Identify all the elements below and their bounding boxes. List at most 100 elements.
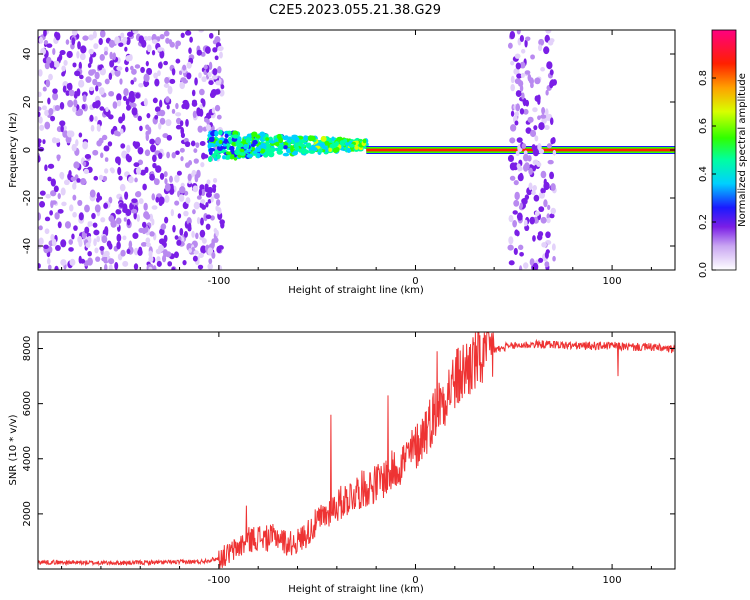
heatmap-noise-cell [38,155,41,163]
heatmap-noise-cell [198,30,205,33]
heatmap-noise-cell [537,143,542,151]
heatmap-noise-cell [523,108,529,115]
heatmap-noise-cell [87,250,92,257]
heatmap-noise-cell [204,185,210,193]
heatmap-noise-cell [108,72,113,81]
heatmap-noise-cell [38,36,44,44]
heatmap-noise-cell [145,242,151,248]
heatmap-noise-cell [550,183,556,191]
heatmap-noise-cell [183,210,189,217]
heatmap-noise-cell [93,43,99,50]
heatmap-noise-cell [545,231,551,239]
heatmap-signal-cell [266,148,272,153]
heatmap-noise-cell [72,194,77,201]
heatmap-noise-cell [39,190,46,196]
heatmap-signal-cell [212,152,217,159]
heatmap-signal-cell [265,137,270,142]
heatmap-noise-cell [532,235,536,242]
heatmap-noise-cell [164,195,170,203]
heatmap-noise-cell [47,264,52,270]
heatmap-noise-cell [199,88,205,96]
heatmap-noise-cell [97,64,103,71]
heatmap-noise-cell [538,38,545,46]
heatmap-noise-cell [214,104,221,112]
heatmap-noise-cell [64,221,72,229]
heatmap-noise-cell [208,258,213,265]
heatmap-noise-cell [182,99,189,105]
heatmap-noise-cell [56,154,61,162]
heatmap-signal-cell [259,131,266,138]
heatmap-noise-cell [62,85,67,93]
heatmap-noise-cell [519,35,524,43]
heatmap-noise-cell [132,232,139,239]
heatmap-signal-cell [225,151,232,155]
heatmap-noise-cell [154,178,160,186]
heatmap-noise-cell [62,129,68,138]
x-tick-label: 100 [603,276,622,287]
heatmap-noise-cell [169,41,175,48]
heatmap-noise-cell [48,108,54,116]
heatmap-noise-cell [544,261,550,268]
heatmap-noise-cell [140,66,145,73]
heatmap-noise-cell [107,141,113,147]
heatmap-noise-cell [43,40,49,45]
heatmap-noise-cell [125,55,132,62]
heatmap-noise-cell [214,193,220,200]
heatmap-noise-cell [78,132,83,138]
heatmap-y-axis-label: Frequency (Hz) [8,112,19,188]
heatmap-noise-cell [544,124,550,131]
heatmap-noise-cell [192,255,198,262]
heatmap-noise-cell [184,141,191,148]
heatmap-noise-cell [103,46,109,53]
spectrogram-plot: -100 0 100 -40 -20 0 20 40 Height of straight … [8,29,676,296]
heatmap-noise-cell [60,125,64,133]
heatmap-noise-cell [117,166,122,176]
heatmap-signal-cell [318,148,323,153]
heatmap-noise-cell [71,37,76,46]
heatmap-noise-cell [91,212,96,220]
heatmap-noise-cell [61,201,67,207]
heatmap-noise-cell [516,137,523,143]
heatmap-noise-cell [532,185,537,191]
heatmap-noise-cell [65,90,70,96]
heatmap-noise-cell [178,194,185,202]
heatmap-noise-cell [165,37,170,44]
heatmap-noise-cell [54,265,59,270]
heatmap-noise-cell [202,154,209,159]
heatmap-noise-cell [521,92,525,100]
heatmap-noise-cell [538,122,545,131]
colorbar-tick-label: 0.6 [698,118,709,134]
heatmap-noise-cell [540,187,545,194]
heatmap-noise-cell [172,224,176,233]
heatmap-noise-cell [198,188,202,197]
heatmap-noise-cell [114,156,121,164]
heatmap-noise-cell [120,143,126,149]
heatmap-noise-cell [38,138,42,144]
heatmap-noise-cell [99,54,105,61]
heatmap-noise-cell [530,54,535,60]
heatmap-noise-cell [201,76,207,83]
heatmap-noise-cell [92,101,97,109]
heatmap-noise-cell [515,230,520,237]
heatmap-noise-cell [537,115,541,121]
heatmap-noise-cell [197,264,204,270]
heatmap-noise-cell [181,103,187,110]
heatmap-noise-cell [72,62,77,68]
x-tick-label: 0 [412,276,418,287]
heatmap-noise-cell [122,235,127,241]
heatmap-noise-cell [197,125,204,133]
heatmap-noise-cell [99,245,105,251]
heatmap-noise-cell [547,204,551,211]
heatmap-noise-cell [546,143,552,149]
heatmap-noise-cell [512,210,518,215]
heatmap-signal-cell [319,142,326,148]
heatmap-noise-cell [174,174,180,183]
heatmap-noise-cell [156,260,162,267]
heatmap-noise-cell [527,74,532,82]
heatmap-noise-cell [95,100,101,108]
heatmap-noise-cell [534,77,541,85]
heatmap-noise-cell [73,225,78,231]
heatmap-signal-cell [301,148,306,155]
y-tick-label: 40 [22,48,33,61]
heatmap-signal-cell [268,151,275,158]
